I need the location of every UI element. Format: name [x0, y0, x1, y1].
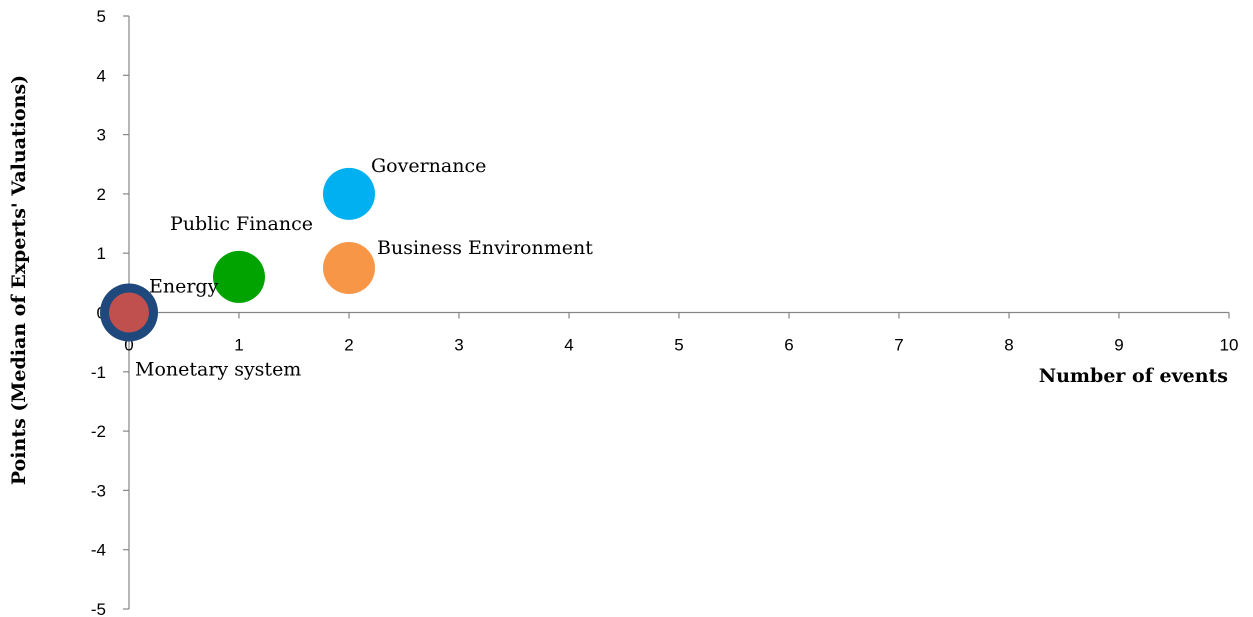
y-tick-label: -2: [91, 422, 106, 441]
data-label-monetary-system: Monetary system: [135, 359, 301, 381]
y-tick-label: 5: [97, 7, 106, 26]
data-label-energy: Energy: [149, 276, 219, 298]
data-label-business-environment: Business Environment: [377, 237, 593, 259]
x-tick-label: 4: [564, 336, 573, 355]
y-tick-label: -4: [91, 541, 106, 560]
y-tick-label: 1: [97, 244, 106, 263]
y-axis-title: Points (Median of Experts' Valuations): [8, 75, 30, 485]
y-tick-label: -3: [91, 481, 106, 500]
bubble-governance: [323, 167, 375, 220]
y-tick-label: 3: [97, 126, 106, 145]
data-label-governance: Governance: [371, 155, 486, 177]
bubble-public-finance: [213, 250, 265, 303]
x-tick-label: 0: [124, 336, 133, 355]
x-tick-label: 5: [674, 336, 683, 355]
x-tick-label: 7: [894, 336, 903, 355]
y-tick-label: -5: [91, 600, 106, 617]
x-tick-label: 3: [454, 336, 463, 355]
bubble-monetary-system: [109, 292, 149, 333]
data-points: [100, 167, 375, 342]
y-tick-label: 2: [97, 185, 106, 204]
x-tick-label: 2: [344, 336, 353, 355]
bubble-business-environment: [323, 242, 375, 295]
x-tick-label: 8: [1004, 336, 1013, 355]
x-tick-label: 9: [1114, 336, 1123, 355]
data-label-public-finance: Public Finance: [170, 213, 313, 235]
x-axis-ticks: 0 1 2 3 4 5 6 7 8 9 10: [124, 312, 1239, 355]
x-tick-label: 6: [784, 336, 793, 355]
data-labels: Governance Business Environment Public Fin…: [135, 155, 593, 381]
x-tick-label: 1: [234, 336, 243, 355]
x-tick-label: 10: [1220, 336, 1239, 355]
y-tick-label: 4: [97, 66, 106, 85]
x-axis-title: Number of events: [1039, 365, 1228, 387]
y-tick-label: -1: [91, 363, 106, 382]
